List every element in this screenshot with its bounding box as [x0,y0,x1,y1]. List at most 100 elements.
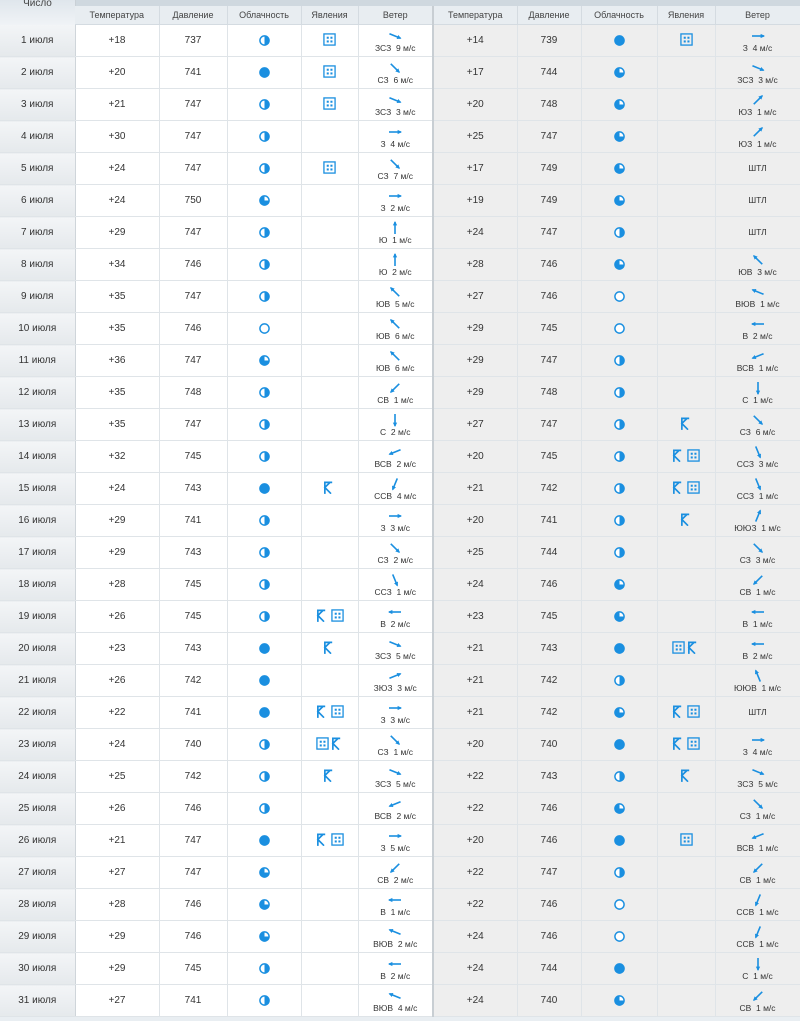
date-cell: 18 июля [0,568,76,601]
table-row: 9 июля +35 747 ЮВ 5 м/с +27 746 ВЮВ 1 м/с [0,280,800,313]
wind-indicator: СЗ 6 м/с [716,413,800,437]
table-row: 3 июля +21 747 ЗСЗ 3 м/с +20 748 ЮЗ 1 м/с [0,88,800,121]
pressure-value: 747 [184,291,202,302]
table-row: 20 июля +23 743 ЗСЗ 5 м/с +21 743 В 2 м/с [0,632,800,665]
evening-cloudiness-cell [581,248,658,281]
day-wind-cell: В 2 м/с [358,952,434,985]
evening-temperature-cell: +17 [433,56,518,89]
wind-speed: 1 м/с [758,490,779,501]
day-pressure-cell: 747 [159,824,228,857]
snowflake-grid-icon [315,736,329,750]
day-temperature-cell: +20 [75,56,160,89]
pressure-value: 746 [540,835,558,846]
day-cloudiness-cell [227,792,302,825]
day-cloudiness-cell [227,856,302,889]
snowflake-grid-icon [323,96,336,110]
wind-text: З 2 м/с [381,203,410,213]
pressure-value: 741 [184,707,202,718]
wind-indicator: В 2 м/с [716,317,800,341]
day-pressure-cell: 747 [159,120,228,153]
evening-temperature-cell: +22 [433,856,518,889]
wind-speed: 2 м/с [396,810,416,821]
evening-temperature-cell: +20 [433,440,518,473]
wind-speed: 1 м/с [396,586,417,597]
date-label: 20 июля [18,643,57,654]
table-row: 26 июля +21 747 З 5 м/с +20 746 ВСВ 1 м/с [0,824,800,857]
day-phenomena-cell [301,760,359,793]
day-pressure-cell: 750 [159,184,228,217]
evening-wind-cell: СВ 1 м/с [715,568,800,601]
evening-wind-cell: ШТЛ [715,216,800,249]
date-label: 17 июля [18,547,57,558]
wind-text: З 4 м/с [743,43,772,53]
date-label: 9 июля [21,291,54,302]
wind-indicator: СВ 1 м/с [359,381,433,405]
cloud-half-icon [613,483,625,494]
snowflake-grid-icon [679,832,693,846]
evening-cloudiness-cell [581,88,658,121]
header-row: Температура Давление Облачность Явления … [0,6,800,25]
day-temperature-cell: +24 [75,184,160,217]
temperature-value: +25 [466,547,484,558]
cloud-half-icon [258,579,270,590]
cloud-half-icon [613,867,625,878]
wind-direction: З [380,522,386,533]
temperature-value: +24 [108,483,126,494]
evening-temperature-cell: +27 [433,280,518,313]
wind-arrow-icon [751,768,764,775]
pressure-value: 750 [184,195,202,206]
wind-text: СЗ 1 м/с [740,811,775,821]
day-wind-cell: З 3 м/с [358,504,434,537]
table-row: 19 июля +26 745 В 2 м/с +23 745 В 1 м/с [0,600,800,633]
evening-wind-cell: ЗСЗ 3 м/с [715,56,800,89]
wind-text: ЗСЗ 5 м/с [375,779,416,789]
evening-cloudiness-cell [581,952,658,985]
day-phenomena-cell [301,440,359,473]
wind-direction: СВ [377,874,390,885]
wind-speed: 1 м/с [393,746,413,757]
wind-arrow-icon [390,62,401,73]
temperature-value: +26 [108,675,126,686]
pressure-value: 746 [540,899,558,910]
wind-indicator: З 3 м/с [359,509,433,533]
cloud-light-icon [613,195,625,206]
wind-arrow-icon [751,64,764,71]
table-row: 24 июля +25 742 ЗСЗ 5 м/с +22 743 ЗСЗ 5 м/с [0,760,800,793]
evening-phenomena-cell [657,632,716,665]
pressure-value: 746 [184,899,202,910]
pressure-value: 742 [540,483,558,494]
temperature-value: +27 [108,995,126,1006]
table-row: 23 июля +24 740 СЗ 1 м/с +20 740 З 4 м/с [0,728,800,761]
wind-arrow-icon [389,768,402,775]
date-cell: 4 июля [0,120,76,153]
day-wind-cell: ЗСЗ 3 м/с [358,88,434,121]
evening-wind-cell: ВСВ 1 м/с [715,824,800,857]
temperature-value: +22 [466,899,484,910]
day-wind-cell: ССВ 4 м/с [358,472,434,505]
cloud-full-icon [258,483,270,494]
evening-pressure-cell: 740 [517,984,582,1017]
day-temperature-cell: +35 [75,280,160,313]
wind-direction: С [380,426,387,437]
day-phenomena-cell [301,408,359,441]
table-row: 18 июля +28 745 ССЗ 1 м/с +24 746 СВ 1 м/с [0,568,800,601]
day-pressure-cell: 746 [159,920,228,953]
pressure-value: 741 [184,995,202,1006]
wind-speed: 5 м/с [395,778,416,789]
wind-direction: СЗ [739,426,751,437]
evening-temperature-cell: +20 [433,504,518,537]
evening-cloudiness-cell [581,984,658,1017]
wind-arrow-icon [390,382,401,393]
cloud-light-icon [613,67,625,78]
date-label: 2 июля [21,67,54,78]
date-label: 18 июля [18,579,57,590]
evening-temperature-cell: +20 [433,88,518,121]
wind-arrow-icon [388,609,402,614]
wind-direction: СЗ [377,746,389,757]
evening-wind-cell: В 2 м/с [715,632,800,665]
cloud-full-icon [258,67,270,78]
evening-wind-cell: СЗ 1 м/с [715,792,800,825]
pressure-value: 748 [540,99,558,110]
wind-indicator: СЗ 1 м/с [716,797,800,821]
evening-cloudiness-cell [581,696,658,729]
